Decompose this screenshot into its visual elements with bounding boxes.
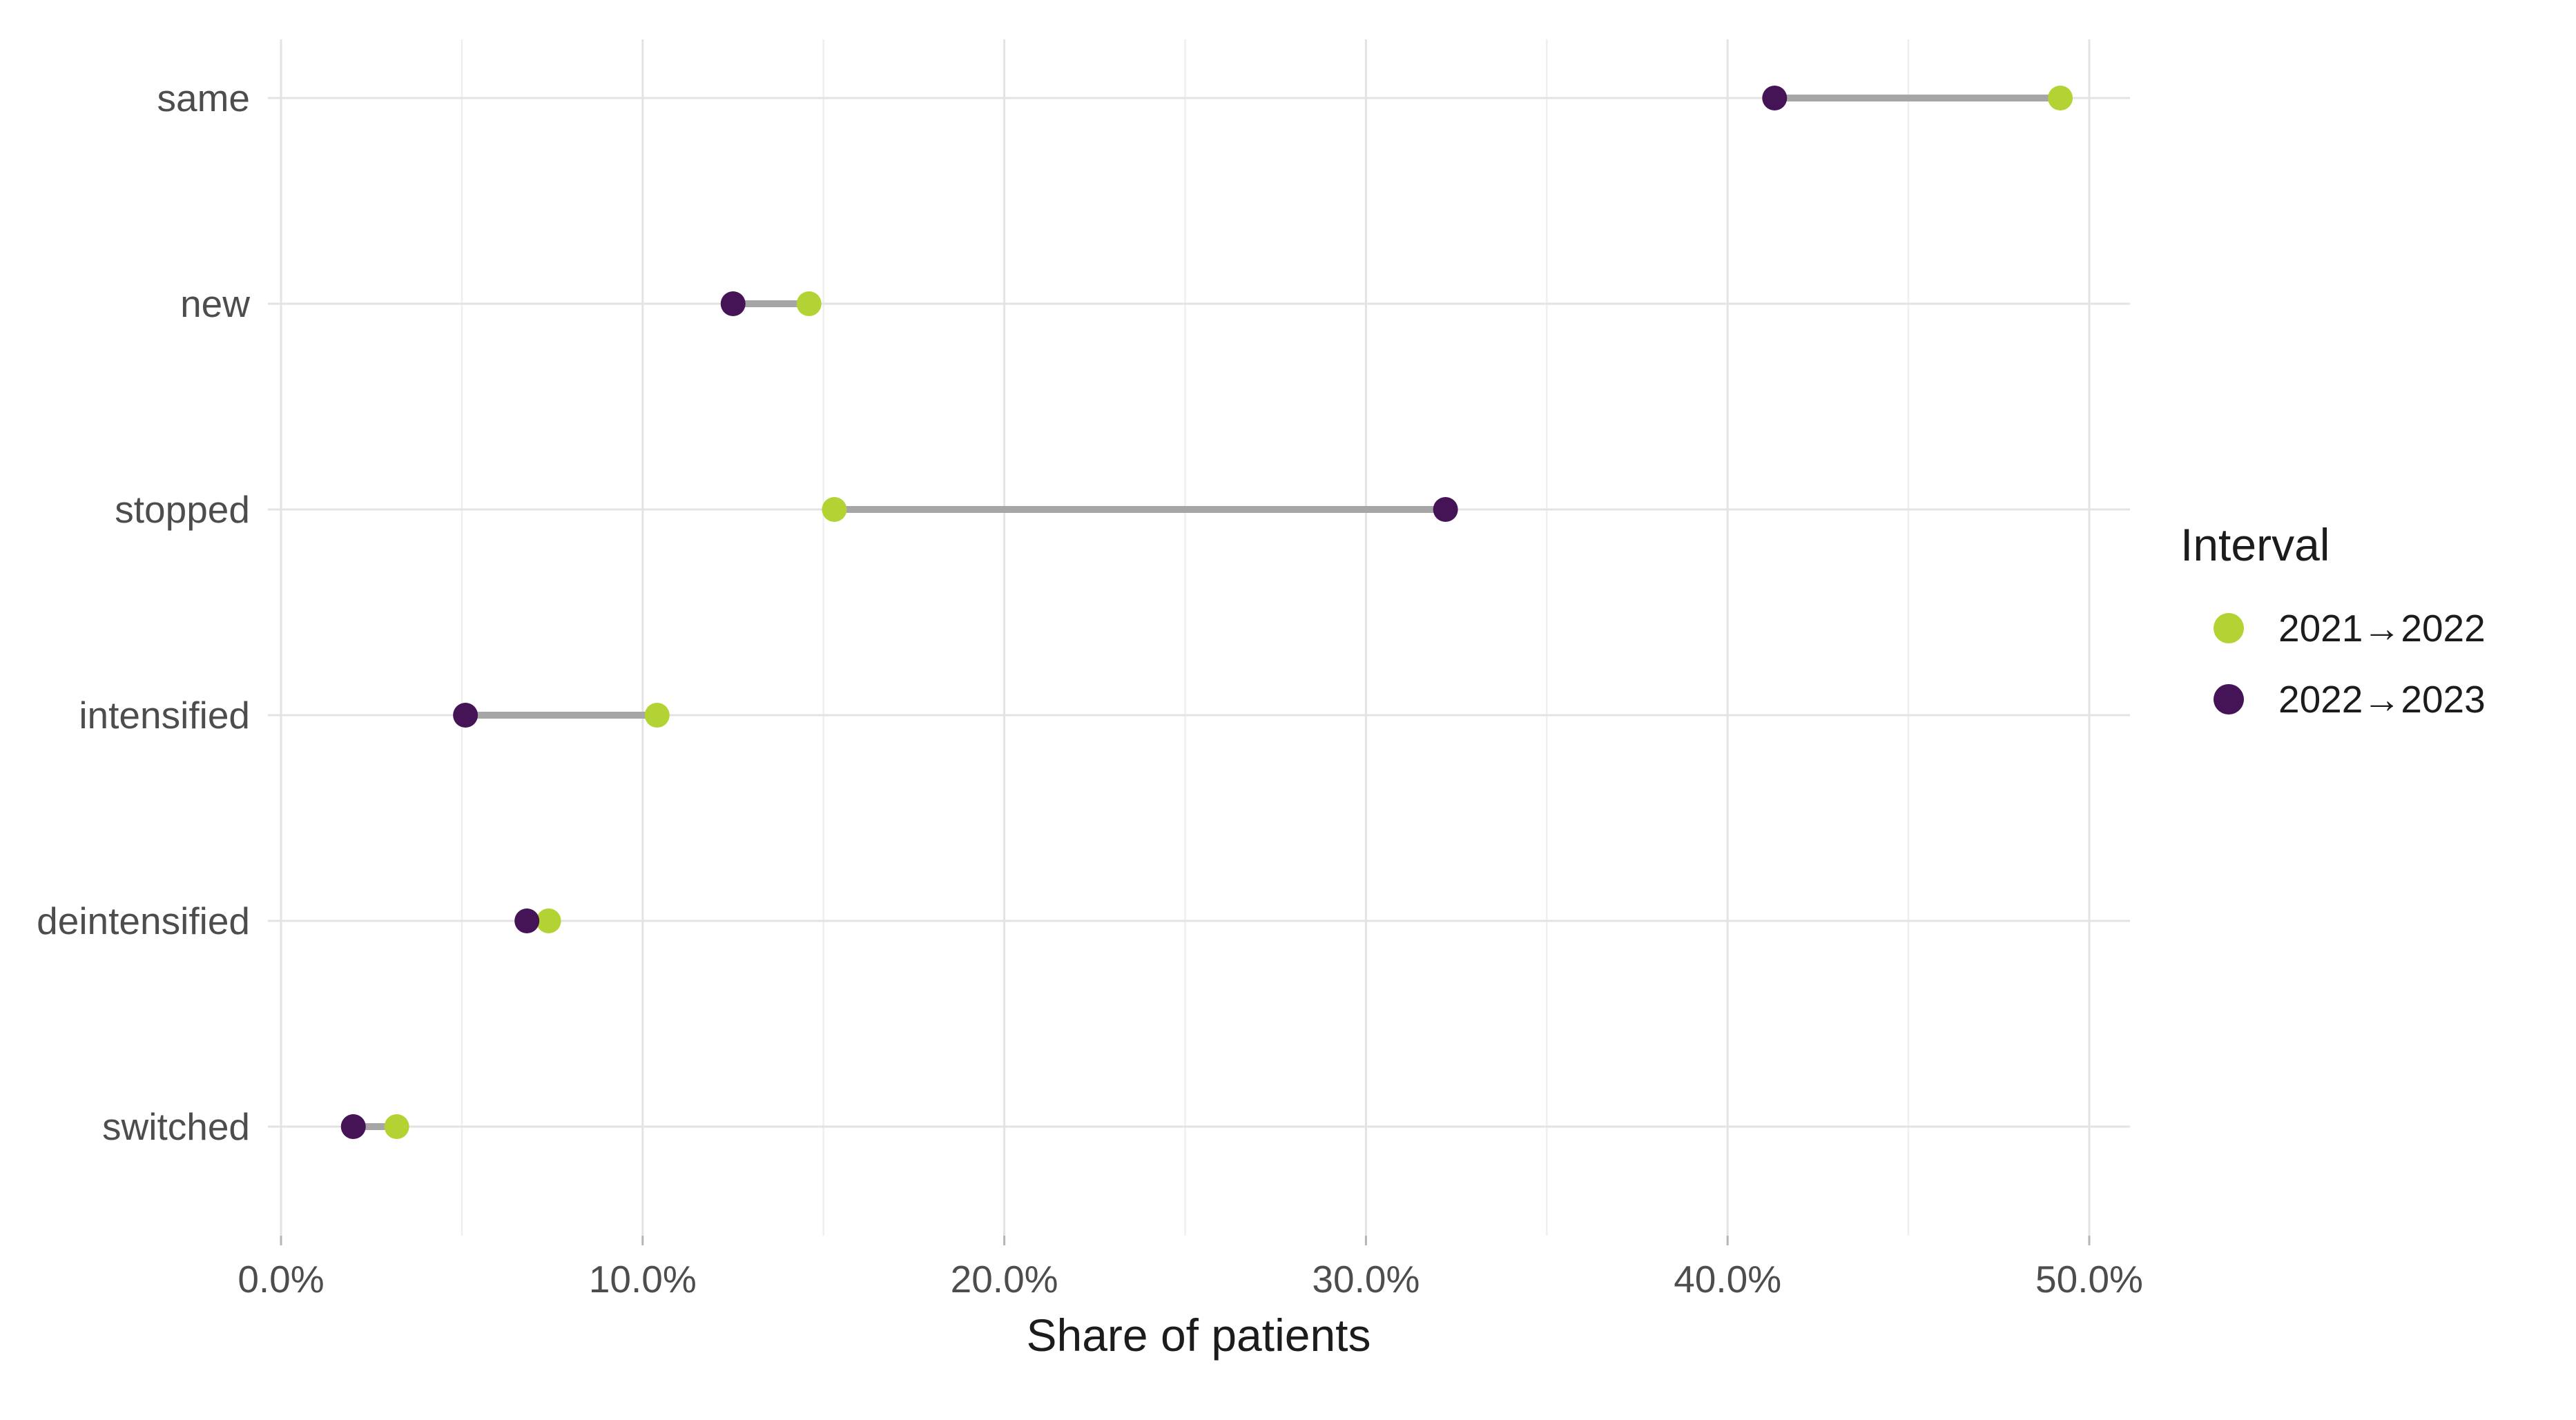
legend-key-dot bbox=[2214, 684, 2244, 714]
data-point bbox=[536, 908, 561, 933]
data-point bbox=[340, 1114, 366, 1139]
connector-segments bbox=[353, 95, 2061, 1130]
category-label: stopped bbox=[115, 488, 250, 531]
data-point bbox=[514, 908, 540, 933]
legend-title: Interval bbox=[2180, 519, 2330, 570]
major-gridlines bbox=[280, 39, 2091, 1236]
data-point bbox=[1762, 86, 1788, 110]
x-tick-labels: 0.0% 10.0% 20.0% 30.0% 40.0% 50.0% bbox=[238, 1258, 2143, 1301]
category-label: switched bbox=[102, 1105, 250, 1148]
x-tick-label: 50.0% bbox=[2035, 1258, 2143, 1301]
data-point bbox=[453, 703, 478, 728]
category-label: same bbox=[157, 77, 251, 119]
legend-key-dot bbox=[2214, 613, 2244, 643]
legend: Interval 2021→2022 2022→2023 bbox=[2180, 519, 2486, 721]
legend-item: 2021→2022 bbox=[2214, 607, 2486, 650]
x-axis-title: Share of patients bbox=[1027, 1310, 1371, 1361]
data-point bbox=[644, 703, 670, 728]
category-label: deintensified bbox=[37, 899, 250, 942]
data-point bbox=[1433, 497, 1458, 522]
x-tick-label: 30.0% bbox=[1312, 1258, 1420, 1301]
data-points bbox=[340, 86, 2073, 1139]
legend-item: 2022→2023 bbox=[2214, 678, 2486, 721]
data-point bbox=[822, 497, 847, 522]
x-tick-label: 10.0% bbox=[589, 1258, 697, 1301]
row-gridlines bbox=[268, 97, 2130, 1128]
category-labels: same new stopped intensified deintensified sw… bbox=[37, 77, 250, 1148]
x-tick-label: 40.0% bbox=[1674, 1258, 1781, 1301]
data-point bbox=[720, 291, 746, 316]
minor-gridlines bbox=[461, 39, 1910, 1236]
data-point bbox=[796, 291, 822, 316]
category-label: new bbox=[180, 282, 250, 325]
data-point bbox=[2048, 86, 2073, 110]
x-axis-ticks bbox=[280, 1236, 2091, 1245]
x-tick-label: 20.0% bbox=[951, 1258, 1058, 1301]
x-tick-label: 0.0% bbox=[238, 1258, 324, 1301]
category-label: intensified bbox=[79, 694, 250, 737]
legend-item-label: 2021→2022 bbox=[2278, 607, 2486, 650]
data-point bbox=[384, 1114, 409, 1139]
legend-items: 2021→2022 2022→2023 bbox=[2214, 607, 2486, 721]
legend-item-label: 2022→2023 bbox=[2278, 678, 2486, 721]
